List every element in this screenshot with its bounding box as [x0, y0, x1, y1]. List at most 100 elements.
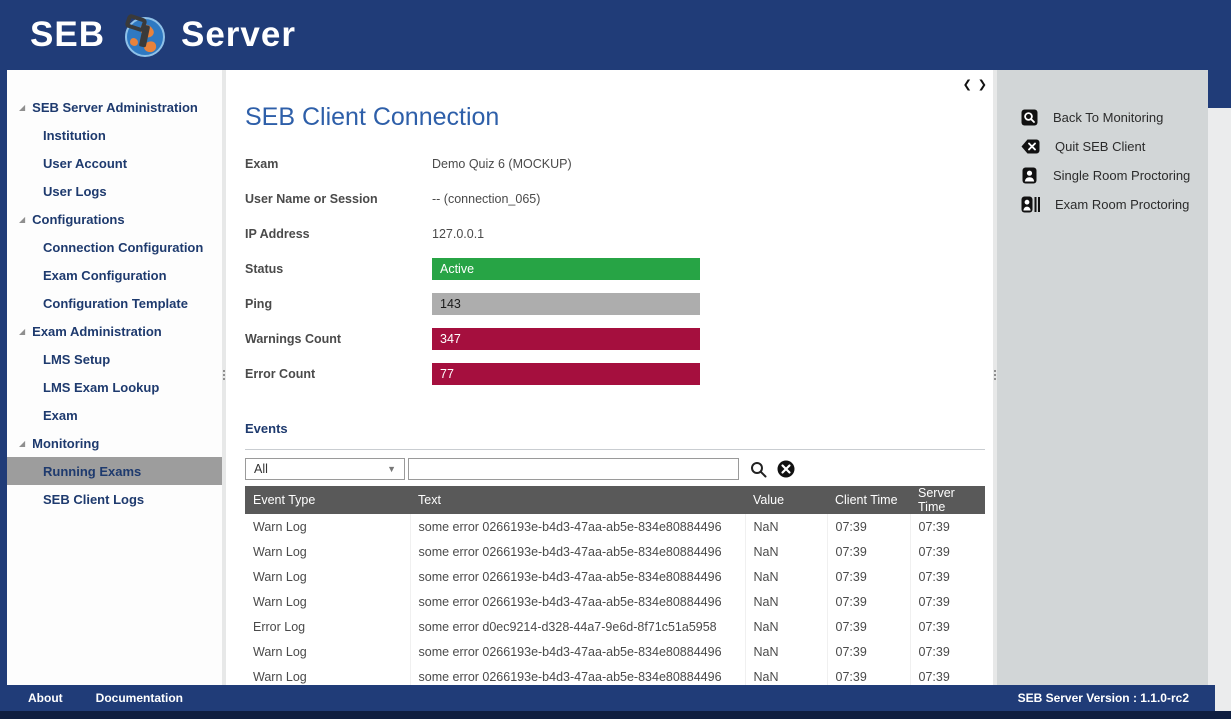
field-ping: Ping 143	[245, 286, 985, 321]
chevron-right-icon[interactable]: ❯	[977, 79, 987, 91]
middle-region: ◢ SEB Server Administration Institution U…	[0, 70, 1231, 685]
exam-room-proctoring-button[interactable]: Exam Room Proctoring	[1021, 190, 1208, 219]
sidebar-item-configuration-template[interactable]: Configuration Template	[43, 295, 188, 311]
field-value: -- (connection_065)	[432, 191, 541, 206]
quit-seb-client-icon	[1021, 139, 1040, 154]
field-value: Demo Quiz 6 (MOCKUP)	[432, 156, 572, 171]
footer-gap	[1215, 685, 1231, 711]
back-to-monitoring-icon	[1021, 109, 1038, 126]
event-type-filter-dropdown[interactable]: All ▼	[245, 458, 405, 480]
tree-expand-icon[interactable]: ◢	[19, 214, 26, 224]
footer-bar: About Documentation SEB Server Version :…	[0, 685, 1215, 711]
sidebar-item-seb-client-logs[interactable]: SEB Client Logs	[43, 491, 145, 507]
field-user-name-or-session: User Name or Session -- (connection_065)	[245, 181, 985, 216]
table-row[interactable]: Warn Log some error 0266193e-b4d3-47aa-ab…	[245, 639, 985, 664]
exam-room-proctoring-icon	[1021, 196, 1040, 213]
action-label: Exam Room Proctoring	[1055, 197, 1190, 212]
warnings-count-badge: 347	[432, 327, 700, 350]
main-content: ❮ ❯ SEB Client Connection Exam Demo Quiz…	[226, 70, 993, 685]
field-label: Warnings Count	[245, 331, 342, 346]
sidebar-item-exam-configuration[interactable]: Exam Configuration	[43, 267, 167, 283]
action-panel: Back To Monitoring Quit SEB Client Singl…	[997, 70, 1208, 685]
sidebar-item-exam[interactable]: Exam	[43, 407, 78, 423]
chevron-down-icon: ▼	[387, 464, 396, 474]
field-exam: Exam Demo Quiz 6 (MOCKUP)	[245, 146, 985, 181]
sidebar-item-monitoring[interactable]: ◢ Monitoring	[19, 435, 100, 451]
column-header-text[interactable]: Text	[410, 486, 745, 514]
back-to-monitoring-button[interactable]: Back To Monitoring	[1021, 103, 1208, 132]
sidebar-item-lms-exam-lookup[interactable]: LMS Exam Lookup	[43, 379, 160, 395]
events-filter-row: All ▼	[245, 458, 985, 480]
field-warnings-count: Warnings Count 347	[245, 321, 985, 356]
right-margin-strip	[1208, 70, 1231, 685]
column-header-server-time[interactable]: Server Time	[910, 486, 985, 514]
field-ip-address: IP Address 127.0.0.1	[245, 216, 985, 251]
connection-details: Exam Demo Quiz 6 (MOCKUP) User Name or S…	[245, 146, 985, 391]
sidebar-item-user-account[interactable]: User Account	[43, 155, 128, 171]
column-header-event-type[interactable]: Event Type	[245, 486, 410, 514]
field-status: Status Active	[245, 251, 985, 286]
error-count-badge: 77	[432, 362, 700, 385]
action-label: Quit SEB Client	[1055, 139, 1146, 154]
sidebar-item-lms-setup[interactable]: LMS Setup	[43, 351, 111, 367]
table-row[interactable]: Error Log some error d0ec9214-d328-44a7-9…	[245, 614, 985, 639]
tree-expand-icon[interactable]: ◢	[19, 438, 26, 448]
column-header-client-time[interactable]: Client Time	[827, 486, 910, 514]
server-version-label: SEB Server Version : 1.1.0-rc2	[1017, 691, 1189, 705]
logo-text-seb: SEB	[30, 15, 105, 54]
panel-splitter[interactable]	[993, 70, 997, 685]
single-room-proctoring-icon	[1022, 167, 1037, 184]
footer-row: About Documentation SEB Server Version :…	[0, 685, 1231, 711]
sidebar-splitter[interactable]	[222, 70, 226, 685]
events-table-header-row: Event Type Text Value Client Time Server…	[245, 486, 985, 514]
sidebar-nav: ◢ SEB Server Administration Institution U…	[7, 70, 222, 685]
table-row[interactable]: Warn Log some error 0266193e-b4d3-47aa-ab…	[245, 664, 985, 685]
search-icon[interactable]	[749, 460, 767, 478]
tree-expand-icon[interactable]: ◢	[19, 326, 26, 336]
field-label: Exam	[245, 156, 279, 171]
field-label: Status	[245, 261, 284, 276]
documentation-link[interactable]: Documentation	[95, 691, 183, 705]
sidebar-item-connection-configuration[interactable]: Connection Configuration	[43, 239, 204, 255]
table-row[interactable]: Warn Log some error 0266193e-b4d3-47aa-ab…	[245, 564, 985, 589]
column-header-value[interactable]: Value	[745, 486, 827, 514]
sidebar-item-user-logs[interactable]: User Logs	[43, 183, 107, 199]
clear-search-icon[interactable]	[777, 460, 795, 478]
table-row[interactable]: Warn Log some error 0266193e-b4d3-47aa-ab…	[245, 539, 985, 564]
field-label: Ping	[245, 296, 273, 311]
quit-seb-client-button[interactable]: Quit SEB Client	[1021, 132, 1208, 161]
logo-text-server: Server	[180, 15, 296, 54]
action-label: Back To Monitoring	[1053, 110, 1164, 125]
splitter-handle-icon[interactable]	[994, 370, 996, 380]
table-row[interactable]: Warn Log some error 0266193e-b4d3-47aa-ab…	[245, 589, 985, 614]
about-link[interactable]: About	[28, 691, 63, 705]
table-row[interactable]: Warn Log some error 0266193e-b4d3-47aa-ab…	[245, 514, 985, 539]
events-table: Event Type Text Value Client Time Server…	[245, 486, 985, 685]
right-accent-box	[1208, 70, 1231, 108]
app-header: SEB Server	[0, 0, 1231, 70]
splitter-handle-icon[interactable]	[223, 370, 225, 380]
field-label: Error Count	[245, 366, 316, 381]
sidebar-item-exam-administration[interactable]: ◢ Exam Administration	[19, 323, 162, 339]
sidebar-item-configurations[interactable]: ◢ Configurations	[19, 211, 125, 227]
chevron-left-icon[interactable]: ❮	[962, 79, 972, 91]
single-room-proctoring-button[interactable]: Single Room Proctoring	[1021, 161, 1208, 190]
field-value: 127.0.0.1	[432, 226, 485, 241]
events-heading: Events	[245, 421, 288, 436]
action-label: Single Room Proctoring	[1053, 168, 1191, 183]
events-search-input[interactable]	[408, 458, 739, 480]
sidebar-item-seb-server-administration[interactable]: ◢ SEB Server Administration	[19, 99, 198, 115]
field-error-count: Error Count 77	[245, 356, 985, 391]
left-accent-strip	[0, 70, 7, 685]
tree-expand-icon[interactable]: ◢	[19, 102, 26, 112]
footer-links: About Documentation	[28, 691, 183, 705]
bottom-border-strip	[0, 711, 1231, 719]
ping-badge: 143	[432, 292, 700, 315]
content-pager: ❮ ❯	[963, 78, 987, 91]
field-label: IP Address	[245, 226, 310, 241]
event-type-filter-value: All	[254, 462, 268, 476]
sidebar-item-institution[interactable]: Institution	[43, 127, 106, 143]
sidebar-item-running-exams[interactable]: Running Exams	[7, 457, 222, 485]
seb-globe-lock-icon	[124, 14, 165, 57]
